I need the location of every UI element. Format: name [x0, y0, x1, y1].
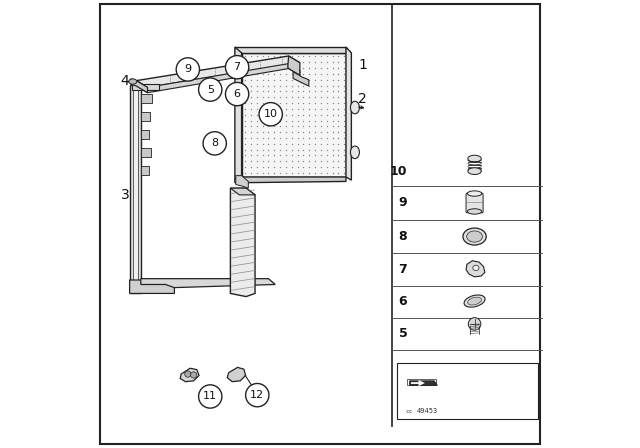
Text: 4: 4: [121, 73, 129, 88]
Ellipse shape: [468, 155, 481, 162]
Polygon shape: [130, 85, 141, 293]
Text: 11: 11: [204, 392, 217, 401]
Polygon shape: [466, 261, 485, 277]
Polygon shape: [132, 84, 159, 90]
Text: 10: 10: [390, 164, 407, 178]
Circle shape: [259, 103, 282, 126]
Text: 9: 9: [399, 196, 407, 209]
Text: 7: 7: [399, 263, 407, 276]
Ellipse shape: [129, 79, 137, 84]
Ellipse shape: [351, 101, 360, 114]
Polygon shape: [236, 176, 248, 188]
Ellipse shape: [468, 168, 481, 175]
Polygon shape: [235, 47, 346, 53]
Circle shape: [468, 318, 481, 330]
Ellipse shape: [351, 146, 360, 159]
Circle shape: [185, 371, 191, 377]
Text: 12: 12: [250, 390, 264, 400]
Ellipse shape: [467, 209, 482, 214]
Polygon shape: [293, 72, 309, 86]
Ellipse shape: [463, 228, 486, 245]
Text: 8: 8: [211, 138, 218, 148]
Polygon shape: [180, 368, 199, 382]
Ellipse shape: [468, 297, 481, 305]
FancyBboxPatch shape: [466, 193, 483, 213]
Polygon shape: [141, 279, 275, 288]
Polygon shape: [346, 47, 351, 180]
Polygon shape: [410, 381, 437, 385]
Polygon shape: [407, 379, 436, 385]
Bar: [397, 363, 538, 419]
Circle shape: [225, 82, 249, 106]
Bar: [141, 148, 150, 157]
Bar: [141, 94, 152, 103]
Text: 3: 3: [121, 188, 129, 202]
Ellipse shape: [464, 295, 485, 307]
Text: 49453: 49453: [417, 408, 438, 414]
Polygon shape: [136, 64, 300, 93]
Ellipse shape: [473, 265, 479, 271]
Polygon shape: [235, 177, 346, 183]
Text: 9: 9: [184, 65, 191, 74]
Ellipse shape: [467, 231, 483, 242]
Bar: [141, 112, 150, 121]
Text: 6: 6: [399, 294, 407, 308]
Polygon shape: [130, 280, 174, 293]
Text: 2: 2: [358, 91, 367, 106]
Polygon shape: [411, 380, 425, 386]
Polygon shape: [235, 47, 242, 179]
Polygon shape: [230, 188, 255, 195]
Circle shape: [225, 56, 249, 79]
Ellipse shape: [467, 191, 482, 196]
Circle shape: [191, 372, 197, 378]
Text: 6: 6: [234, 89, 241, 99]
Text: 5: 5: [399, 327, 407, 340]
Circle shape: [198, 78, 222, 101]
Polygon shape: [132, 85, 138, 289]
Text: 7: 7: [234, 62, 241, 72]
Text: 5: 5: [207, 85, 214, 95]
Text: 10: 10: [264, 109, 278, 119]
Circle shape: [198, 385, 222, 408]
Bar: [141, 130, 149, 139]
Circle shape: [203, 132, 227, 155]
Polygon shape: [131, 79, 148, 93]
Polygon shape: [288, 56, 300, 75]
Polygon shape: [242, 53, 346, 177]
Polygon shape: [227, 367, 246, 382]
Polygon shape: [230, 188, 255, 297]
Text: 1: 1: [358, 58, 367, 72]
Circle shape: [246, 383, 269, 407]
Text: 8: 8: [399, 230, 407, 243]
Circle shape: [176, 58, 200, 81]
Polygon shape: [136, 56, 300, 87]
Bar: [141, 166, 149, 175]
Text: cc: cc: [405, 409, 413, 414]
